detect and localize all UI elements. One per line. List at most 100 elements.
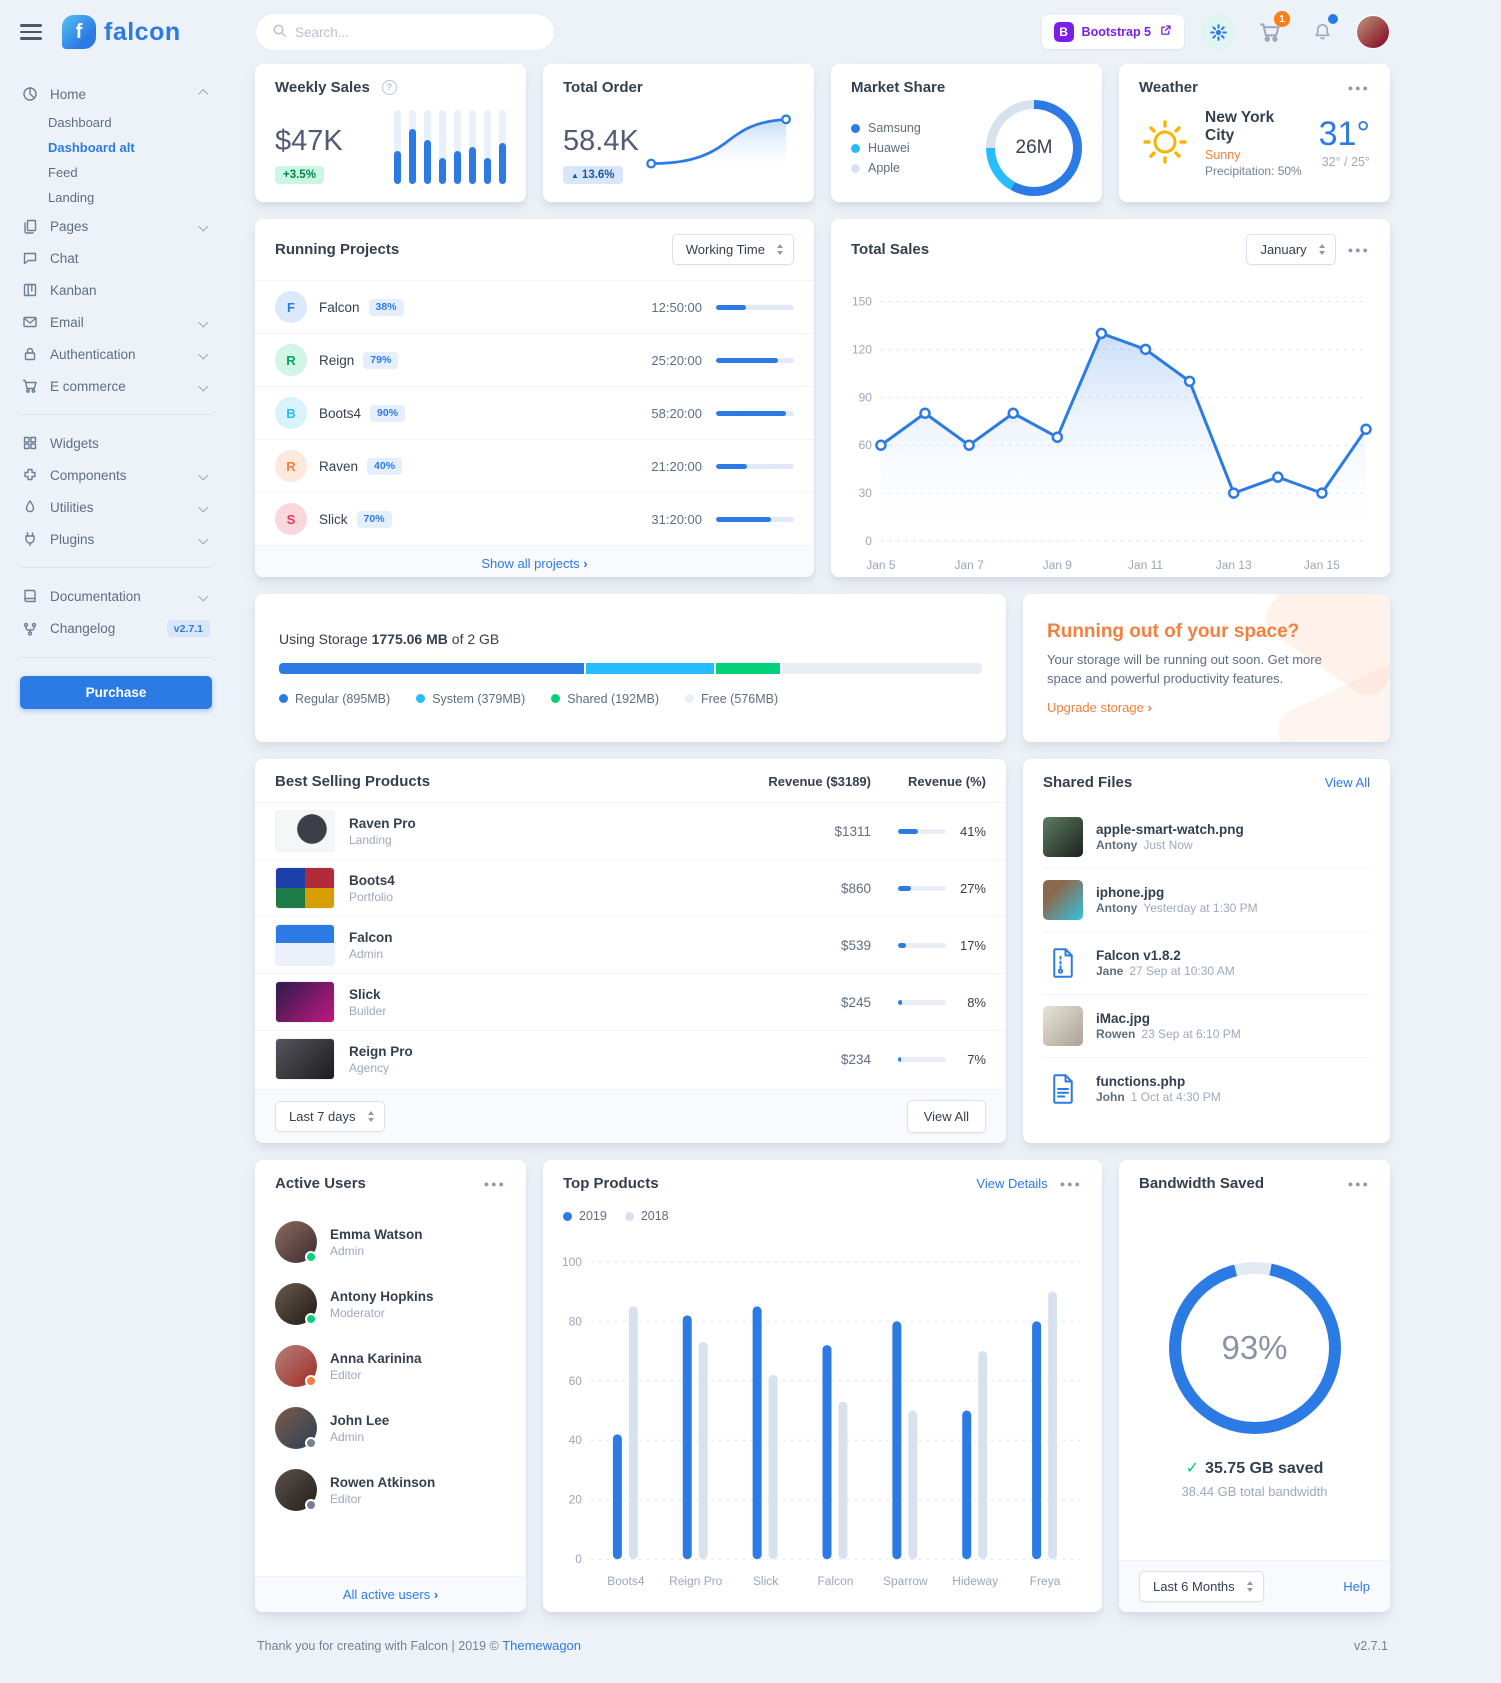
view-all-button[interactable]: View All bbox=[906, 1100, 986, 1133]
revenue-pct-bar bbox=[898, 942, 946, 948]
working-time-select[interactable]: Working Time bbox=[671, 234, 794, 265]
total-sales-menu-dots[interactable]: ●●● bbox=[1347, 244, 1370, 255]
storage-card: Using Storage 1775.06 MB of 2 GB Regular… bbox=[255, 594, 1006, 742]
legend-item[interactable]: 2019 bbox=[563, 1209, 607, 1223]
file-row[interactable]: functions.php John 1 Oct at 4:30 PM bbox=[1043, 1057, 1370, 1120]
view-details-link[interactable]: View Details bbox=[976, 1176, 1048, 1191]
project-row[interactable]: B Boots4 90% 58:20:00 bbox=[255, 386, 814, 439]
sidebar-item-home[interactable]: Home bbox=[20, 78, 212, 110]
user-row[interactable]: Rowen Atkinson Editor bbox=[275, 1459, 506, 1521]
sidebar-item-documentation[interactable]: Documentation bbox=[20, 580, 212, 612]
sidebar-item-chat[interactable]: Chat bbox=[20, 242, 212, 274]
project-avatar: B bbox=[275, 397, 307, 429]
search-box[interactable] bbox=[255, 13, 555, 51]
project-row[interactable]: S Slick 70% 31:20:00 bbox=[255, 492, 814, 545]
user-avatar[interactable] bbox=[1356, 15, 1390, 49]
sidebar-item-components[interactable]: Components bbox=[20, 459, 212, 491]
project-row[interactable]: F Falcon 38% 12:50:00 bbox=[255, 280, 814, 333]
help-icon[interactable]: ? bbox=[381, 80, 397, 95]
sidebar-item-plugins[interactable]: Plugins bbox=[20, 523, 212, 555]
top-products-menu-dots[interactable]: ●●● bbox=[1059, 1178, 1082, 1189]
user-name[interactable]: Antony Hopkins bbox=[330, 1288, 434, 1304]
file-row[interactable]: iMac.jpg Rowen 23 Sep at 6:10 PM bbox=[1043, 994, 1370, 1057]
help-link[interactable]: Help bbox=[1343, 1579, 1370, 1594]
file-row[interactable]: iphone.jpg Antony Yesterday at 1:30 PM bbox=[1043, 868, 1370, 931]
sidebar-item-email[interactable]: Email bbox=[20, 306, 212, 338]
sidebar-item-e-commerce[interactable]: E commerce bbox=[20, 370, 212, 402]
project-row[interactable]: R Reign 79% 25:20:00 bbox=[255, 333, 814, 386]
svg-text:Hideway: Hideway bbox=[952, 1574, 998, 1588]
last-6-months-select[interactable]: Last 6 Months bbox=[1139, 1571, 1264, 1602]
bandwidth-menu-dots[interactable]: ●●● bbox=[1347, 1178, 1370, 1189]
file-name[interactable]: iphone.jpg bbox=[1096, 885, 1165, 900]
project-name[interactable]: Falcon bbox=[319, 299, 360, 315]
hamburger-menu-icon[interactable] bbox=[20, 20, 42, 44]
sidebar-item-dashboard-alt[interactable]: Dashboard alt bbox=[20, 135, 212, 160]
user-row[interactable]: Antony Hopkins Moderator bbox=[275, 1273, 506, 1335]
project-name[interactable]: Slick bbox=[319, 511, 348, 527]
user-row[interactable]: Anna Karinina Editor bbox=[275, 1335, 506, 1397]
project-row[interactable]: R Raven 40% 21:20:00 bbox=[255, 439, 814, 492]
sidebar-item-changelog[interactable]: Changelog v2.7.1 bbox=[20, 612, 212, 645]
active-users-menu-dots[interactable]: ●●● bbox=[483, 1178, 506, 1189]
upgrade-storage-link[interactable]: Upgrade storage bbox=[1047, 700, 1366, 715]
notifications-bell-icon[interactable] bbox=[1304, 14, 1340, 50]
sidebar-item-feed[interactable]: Feed bbox=[20, 160, 212, 185]
sidebar-item-authentication[interactable]: Authentication bbox=[20, 338, 212, 370]
sidebar-item-dashboard[interactable]: Dashboard bbox=[20, 110, 212, 135]
product-name[interactable]: Reign Pro bbox=[349, 1043, 413, 1059]
product-category[interactable]: Admin bbox=[349, 946, 384, 961]
sidebar-item-utilities[interactable]: Utilities bbox=[20, 491, 212, 523]
cart-icon[interactable]: 1 bbox=[1252, 11, 1290, 50]
product-category[interactable]: Builder bbox=[349, 1003, 387, 1018]
file-name[interactable]: iMac.jpg bbox=[1096, 1011, 1151, 1026]
user-name[interactable]: John Lee bbox=[330, 1412, 390, 1428]
file-row[interactable]: Falcon v1.8.2 Jane 27 Sep at 10:30 AM bbox=[1043, 931, 1370, 994]
bootstrap-badge[interactable]: B Bootstrap 5 bbox=[1041, 15, 1184, 49]
user-name[interactable]: Rowen Atkinson bbox=[330, 1474, 436, 1490]
product-name[interactable]: Raven Pro bbox=[349, 815, 416, 831]
running-projects-list: F Falcon 38% 12:50:00 R Reign 79% 25:20:00 B Boot… bbox=[255, 280, 814, 545]
last-7-days-select[interactable]: Last 7 days bbox=[275, 1101, 385, 1132]
svg-text:Slick: Slick bbox=[753, 1574, 778, 1588]
search-input[interactable] bbox=[295, 24, 538, 40]
file-name[interactable]: Falcon v1.8.2 bbox=[1096, 948, 1181, 963]
sidebar-item-pages[interactable]: Pages bbox=[20, 210, 212, 242]
product-name[interactable]: Boots4 bbox=[349, 872, 395, 888]
all-active-users-link[interactable]: All active users bbox=[275, 1587, 506, 1602]
product-name[interactable]: Slick bbox=[349, 986, 381, 1002]
file-row[interactable]: apple-smart-watch.png Antony Just Now bbox=[1043, 806, 1370, 868]
user-name[interactable]: Emma Watson bbox=[330, 1226, 423, 1242]
view-all-link[interactable]: View All bbox=[1324, 775, 1370, 790]
product-row[interactable]: Boots4 Portfolio $860 27% bbox=[255, 859, 1006, 916]
weather-menu-dots[interactable]: ●●● bbox=[1347, 82, 1370, 93]
file-name[interactable]: functions.php bbox=[1096, 1074, 1186, 1089]
user-row[interactable]: John Lee Admin bbox=[275, 1397, 506, 1459]
sidebar-item-kanban[interactable]: Kanban bbox=[20, 274, 212, 306]
user-name[interactable]: Anna Karinina bbox=[330, 1350, 422, 1366]
settings-gear-icon[interactable] bbox=[1200, 14, 1236, 50]
product-category[interactable]: Agency bbox=[349, 1060, 390, 1075]
falcon-logo[interactable]: f falcon bbox=[62, 15, 181, 49]
product-row[interactable]: Raven Pro Landing $1311 41% bbox=[255, 802, 1006, 859]
product-name[interactable]: Falcon bbox=[349, 929, 393, 945]
sidebar-item-landing[interactable]: Landing bbox=[20, 185, 212, 210]
user-row[interactable]: Emma Watson Admin bbox=[275, 1211, 506, 1273]
legend-item[interactable]: 2018 bbox=[624, 1209, 669, 1223]
project-name[interactable]: Reign bbox=[319, 352, 355, 368]
purchase-button[interactable]: Purchase bbox=[20, 676, 212, 709]
project-name[interactable]: Raven bbox=[319, 458, 359, 474]
product-row[interactable]: Reign Pro Agency $234 7% bbox=[255, 1030, 1006, 1087]
show-all-projects-link[interactable]: Show all projects bbox=[275, 556, 794, 571]
product-row[interactable]: Falcon Admin $539 17% bbox=[255, 916, 1006, 973]
file-name[interactable]: apple-smart-watch.png bbox=[1096, 822, 1244, 837]
month-select[interactable]: January bbox=[1246, 234, 1336, 265]
file-time: 27 Sep at 10:30 AM bbox=[1129, 964, 1235, 978]
product-category[interactable]: Landing bbox=[349, 832, 392, 847]
project-name[interactable]: Boots4 bbox=[319, 405, 362, 421]
product-category[interactable]: Portfolio bbox=[349, 889, 394, 904]
sidebar-item-widgets[interactable]: Widgets bbox=[20, 427, 212, 459]
total-order-badge: 13.6% bbox=[563, 166, 623, 184]
product-row[interactable]: Slick Builder $245 8% bbox=[255, 973, 1006, 1030]
themewagon-link[interactable]: Themewagon bbox=[502, 1638, 582, 1653]
